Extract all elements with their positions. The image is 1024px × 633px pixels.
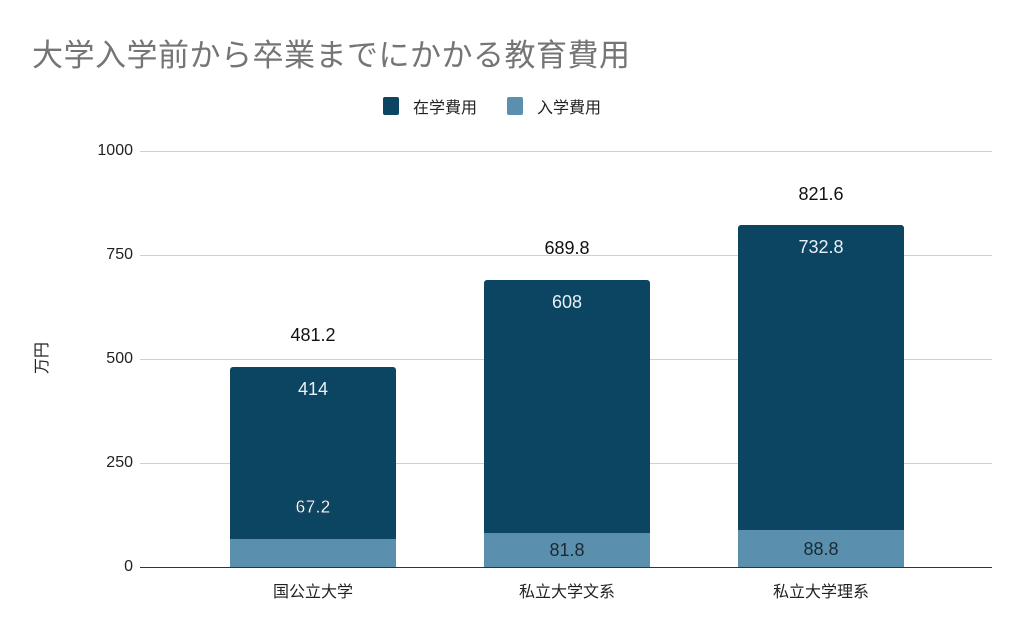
data-label: 732.8 (798, 237, 844, 257)
y-tick: 750 (106, 246, 133, 263)
bar-nyugaku-kokkouritsu[interactable] (230, 539, 396, 567)
total-label: 481.2 (290, 325, 336, 345)
total-label: 821.6 (798, 184, 844, 204)
y-tick: 500 (106, 350, 133, 367)
bar-zaigaku-shiritsu-rikei[interactable] (738, 225, 904, 530)
data-label: 88.8 (803, 539, 839, 559)
y-tick: 0 (124, 558, 133, 575)
gridline (140, 255, 992, 256)
y-tick: 1000 (97, 142, 133, 159)
gridline (140, 151, 992, 152)
data-label: 608 (551, 292, 583, 312)
chart-title: 大学入学前から卒業までにかかる教育費用 (32, 38, 631, 74)
data-label: 414 (297, 379, 329, 399)
data-label: 81.8 (549, 540, 585, 560)
legend-swatch-zaigaku (383, 97, 399, 115)
legend-label: 入学費用 (537, 98, 602, 117)
x-tick: 私立大学文系 (518, 582, 616, 601)
data-label: 67.2 (295, 497, 331, 518)
bar-zaigaku-shiritsu-bunkei[interactable] (484, 280, 650, 533)
legend-item-zaigaku: 在学費用 (383, 94, 477, 118)
bar-nyugaku-shiritsu-rikei[interactable] (738, 530, 904, 567)
y-axis-label: 万円 (32, 341, 51, 374)
legend-item-nyugaku: 入学費用 (507, 94, 601, 118)
bar-nyugaku-shiritsu-bunkei[interactable] (484, 533, 650, 567)
bar-zaigaku-kokkouritsu[interactable] (230, 367, 396, 539)
x-tick: 私立大学理系 (772, 582, 870, 601)
total-label: 689.8 (544, 238, 590, 258)
legend-swatch-nyugaku (507, 97, 524, 115)
x-tick: 国公立大学 (272, 582, 354, 601)
legend: 在学費用 入学費用 (383, 94, 631, 118)
legend-label: 在学費用 (413, 98, 478, 117)
x-axis-line (140, 567, 992, 568)
y-tick: 250 (106, 454, 133, 471)
